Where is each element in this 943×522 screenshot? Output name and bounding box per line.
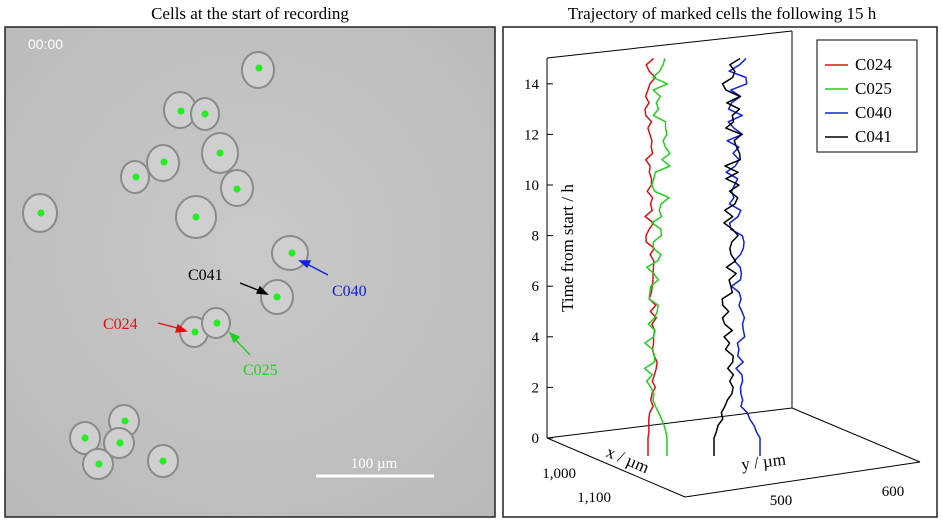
z-axis-label: Time from start / h: [558, 184, 577, 312]
z-axis-ticks: 0 2 4 6 8 10 12 14: [524, 77, 553, 447]
trajectory-c025: [643, 58, 671, 456]
chart-title: Trajectory of marked cells the following…: [568, 4, 877, 23]
label-c040: C040: [332, 283, 367, 300]
label-c041: C041: [188, 267, 223, 284]
z-tick-label: 2: [532, 380, 540, 396]
trajectory-c024: [644, 57, 658, 456]
x-tick-1000: 1,000: [542, 466, 576, 482]
cell-markers: [37, 64, 296, 468]
arrow-c024: [157, 322, 188, 333]
y-tick-500: 500: [770, 493, 793, 509]
legend-item-c024: C024: [825, 55, 892, 74]
trajectory-c041: [713, 57, 743, 456]
arrow-c025: [228, 331, 251, 356]
y-tick-600: 600: [882, 484, 905, 500]
legend-label-c025: C025: [855, 79, 892, 98]
x-tick-1100: 1,100: [577, 490, 611, 506]
left-panel-title: Cells at the start of recording: [151, 4, 349, 23]
legend-label-c024: C024: [855, 55, 892, 74]
z-tick-label: 0: [532, 431, 540, 447]
trajectories: [643, 57, 761, 456]
micrograph: 00:00 100 µm C041 C040 C024 C025: [4, 26, 496, 518]
z-tick-label: 8: [532, 229, 540, 245]
z-tick-label: 14: [524, 77, 540, 93]
legend-label-c040: C040: [855, 103, 892, 122]
legend-item-c040: C040: [825, 103, 892, 122]
timestamp: 00:00: [28, 36, 63, 52]
label-c024: C024: [103, 316, 138, 333]
arrow-c041: [239, 282, 269, 295]
plot-box: [546, 30, 921, 498]
z-tick-label: 10: [524, 178, 539, 194]
scale-bar-label: 100 µm: [351, 456, 398, 472]
legend-label-c041: C041: [855, 127, 892, 146]
label-c025: C025: [243, 362, 278, 379]
legend-item-c041: C041: [825, 127, 892, 146]
z-tick-label: 6: [532, 279, 540, 295]
trajectory-c040: [725, 57, 761, 456]
legend-item-c025: C025: [825, 79, 892, 98]
arrow-c040: [298, 260, 329, 276]
legend: C024 C025 C040 C041: [816, 39, 918, 153]
z-tick-label: 12: [524, 127, 539, 143]
z-tick-label: 4: [532, 330, 540, 346]
